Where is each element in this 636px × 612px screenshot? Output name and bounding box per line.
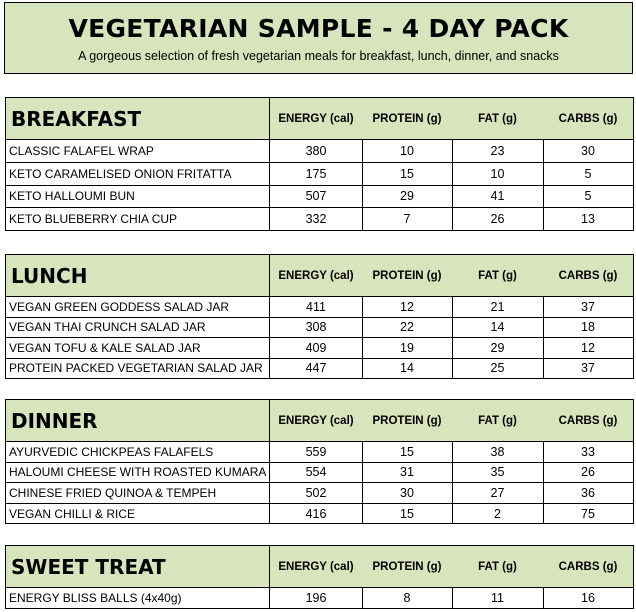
nutrition-value: 10 bbox=[452, 162, 544, 186]
column-header: FAT (g) bbox=[452, 97, 544, 140]
item-name: VEGAN GREEN GODDESS SALAD JAR bbox=[5, 297, 270, 318]
section-title: SWEET TREAT bbox=[5, 545, 270, 588]
column-header: CARBS (g) bbox=[543, 399, 634, 442]
nutrition-value: 8 bbox=[362, 588, 453, 609]
column-header: ENERGY (cal) bbox=[270, 97, 363, 140]
nutrition-value: 35 bbox=[452, 462, 544, 484]
nutrition-value: 29 bbox=[362, 185, 453, 209]
item-name: HALOUMI CHEESE WITH ROASTED KUMARA bbox=[5, 462, 270, 484]
section-title: BREAKFAST bbox=[5, 97, 270, 140]
nutrition-value: 15 bbox=[362, 503, 453, 525]
column-header: CARBS (g) bbox=[543, 254, 634, 297]
item-name: AYURVEDIC CHICKPEAS FALAFELS bbox=[5, 442, 270, 463]
item-name: KETO HALLOUMI BUN bbox=[5, 185, 270, 209]
nutrition-value: 7 bbox=[362, 208, 453, 232]
column-header: PROTEIN (g) bbox=[362, 97, 453, 140]
column-header: FAT (g) bbox=[452, 399, 544, 442]
column-header: PROTEIN (g) bbox=[362, 545, 453, 588]
nutrition-value: 23 bbox=[452, 140, 544, 163]
nutrition-value: 15 bbox=[362, 442, 453, 463]
column-header: ENERGY (cal) bbox=[270, 545, 363, 588]
item-name: VEGAN TOFU & KALE SALAD JAR bbox=[5, 338, 270, 359]
nutrition-value: 554 bbox=[270, 462, 363, 484]
item-name: VEGAN CHILLI & RICE bbox=[5, 503, 270, 525]
nutrition-value: 11 bbox=[452, 588, 544, 609]
nutrition-value: 2 bbox=[452, 503, 544, 525]
item-name: ENERGY BLISS BALLS (4x40g) bbox=[5, 588, 270, 609]
nutrition-value: 26 bbox=[452, 208, 544, 232]
item-name: KETO CARAMELISED ONION FRITATTA bbox=[5, 162, 270, 186]
item-name: KETO BLUEBERRY CHIA CUP bbox=[5, 208, 270, 232]
item-name: CLASSIC FALAFEL WRAP bbox=[5, 140, 270, 163]
nutrition-value: 30 bbox=[362, 483, 453, 504]
nutrition-value: 22 bbox=[362, 317, 453, 338]
nutrition-value: 409 bbox=[270, 338, 363, 359]
column-header: FAT (g) bbox=[452, 545, 544, 588]
nutrition-value: 12 bbox=[543, 338, 634, 359]
nutrition-value: 14 bbox=[362, 358, 453, 379]
column-header: CARBS (g) bbox=[543, 545, 634, 588]
item-name: PROTEIN PACKED VEGETARIAN SALAD JAR bbox=[5, 358, 270, 379]
nutrition-value: 38 bbox=[452, 442, 544, 463]
nutrition-value: 308 bbox=[270, 317, 363, 338]
column-header: ENERGY (cal) bbox=[270, 254, 363, 297]
nutrition-value: 41 bbox=[452, 185, 544, 209]
nutrition-value: 5 bbox=[543, 162, 634, 186]
column-header: ENERGY (cal) bbox=[270, 399, 363, 442]
nutrition-value: 21 bbox=[452, 297, 544, 318]
nutrition-value: 30 bbox=[543, 140, 634, 163]
nutrition-value: 447 bbox=[270, 358, 363, 379]
column-header: CARBS (g) bbox=[543, 97, 634, 140]
nutrition-value: 380 bbox=[270, 140, 363, 163]
nutrition-value: 332 bbox=[270, 208, 363, 232]
title: VEGETARIAN SAMPLE - 4 DAY PACK bbox=[68, 14, 569, 43]
subtitle: A gorgeous selection of fresh vegetarian… bbox=[78, 49, 559, 63]
item-name: VEGAN THAI CRUNCH SALAD JAR bbox=[5, 317, 270, 338]
nutrition-value: 175 bbox=[270, 162, 363, 186]
nutrition-value: 507 bbox=[270, 185, 363, 209]
column-header: FAT (g) bbox=[452, 254, 544, 297]
nutrition-value: 10 bbox=[362, 140, 453, 163]
nutrition-value: 31 bbox=[362, 462, 453, 484]
nutrition-value: 559 bbox=[270, 442, 363, 463]
nutrition-value: 19 bbox=[362, 338, 453, 359]
nutrition-value: 5 bbox=[543, 185, 634, 209]
nutrition-value: 196 bbox=[270, 588, 363, 609]
nutrition-value: 29 bbox=[452, 338, 544, 359]
nutrition-value: 26 bbox=[543, 462, 634, 484]
nutrition-value: 37 bbox=[543, 358, 634, 379]
item-name: CHINESE FRIED QUINOA & TEMPEH bbox=[5, 483, 270, 504]
section-title: DINNER bbox=[5, 399, 270, 442]
nutrition-value: 15 bbox=[362, 162, 453, 186]
nutrition-value: 502 bbox=[270, 483, 363, 504]
nutrition-value: 14 bbox=[452, 317, 544, 338]
nutrition-value: 16 bbox=[543, 588, 634, 609]
nutrition-value: 411 bbox=[270, 297, 363, 318]
nutrition-value: 25 bbox=[452, 358, 544, 379]
column-header: PROTEIN (g) bbox=[362, 399, 453, 442]
nutrition-value: 36 bbox=[543, 483, 634, 504]
nutrition-value: 33 bbox=[543, 442, 634, 463]
column-header: PROTEIN (g) bbox=[362, 254, 453, 297]
nutrition-value: 12 bbox=[362, 297, 453, 318]
section-title: LUNCH bbox=[5, 254, 270, 297]
nutrition-value: 18 bbox=[543, 317, 634, 338]
nutrition-value: 27 bbox=[452, 483, 544, 504]
nutrition-value: 75 bbox=[543, 503, 634, 525]
nutrition-value: 13 bbox=[543, 208, 634, 232]
nutrition-value: 37 bbox=[543, 297, 634, 318]
header: VEGETARIAN SAMPLE - 4 DAY PACK A gorgeou… bbox=[4, 2, 633, 74]
nutrition-value: 416 bbox=[270, 503, 363, 525]
